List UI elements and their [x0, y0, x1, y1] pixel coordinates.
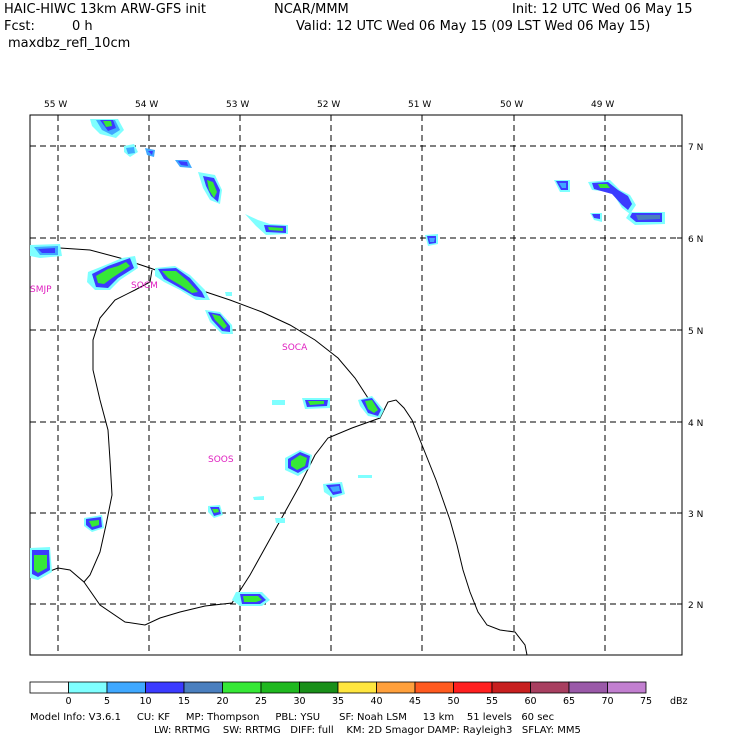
- lon-label: 54 W: [135, 100, 158, 110]
- colorbar-swatch: [530, 681, 570, 694]
- colorbar-tick-label: 70: [601, 696, 613, 707]
- model-title: HAIC-HIWC 13km ARW-GFS init: [4, 2, 206, 17]
- lat-label: 7 N: [688, 143, 703, 153]
- lat-label: 3 N: [688, 510, 703, 520]
- colorbar-swatch: [145, 681, 185, 694]
- colorbar-tick-label: 25: [255, 696, 267, 707]
- colorbar-swatch: [607, 681, 647, 694]
- colorbar-tick-label: 65: [563, 696, 575, 707]
- lon-label: 49 W: [591, 100, 614, 110]
- colorbar-swatch: [453, 681, 493, 694]
- fcst-label: Fcst:: [4, 19, 35, 34]
- colorbar-swatch: [299, 681, 339, 694]
- lon-label: 52 W: [317, 100, 340, 110]
- colorbar-tick-label: 0: [65, 696, 71, 707]
- lat-label: 2 N: [688, 601, 703, 611]
- agency-label: NCAR/MMM: [274, 2, 349, 17]
- colorbar-swatch: [106, 681, 146, 694]
- colorbar-tick-label: 20: [216, 696, 228, 707]
- lon-label: 50 W: [500, 100, 523, 110]
- colorbar-swatch: [68, 681, 108, 694]
- colorbar-swatch: [568, 681, 608, 694]
- colorbar-tick-label: 35: [332, 696, 344, 707]
- colorbar-tick-label: 15: [178, 696, 190, 707]
- fcst-value: 0 h: [72, 19, 93, 34]
- lat-label: 4 N: [688, 419, 703, 429]
- physics-info-line: LW: RRTMG SW: RRTMG DIFF: full KM: 2D Sm…: [154, 725, 581, 736]
- station-labels: SMJP SOCM SOCA SOOS: [30, 281, 308, 465]
- init-time: Init: 12 UTC Wed 06 May 15: [512, 2, 693, 17]
- lon-label: 55 W: [44, 100, 67, 110]
- colorbar-swatch: [376, 681, 416, 694]
- colorbar: 0 5 10 15 20 25 30 35 40 45 50 55 60 65 70 75 dBz: [29, 681, 688, 707]
- station-soos: SOOS: [208, 455, 234, 465]
- colorbar-tick-label: 45: [409, 696, 421, 707]
- colorbar-swatch: [29, 681, 69, 694]
- colorbar-swatch: [260, 681, 300, 694]
- colorbar-swatch: [491, 681, 531, 694]
- station-socm: SOCM: [131, 281, 158, 291]
- colorbar-tick-label: 40: [370, 696, 382, 707]
- country-borders: [29, 269, 381, 626]
- model-info-line: Model Info: V3.6.1 CU: KF MP: Thompson P…: [30, 712, 555, 723]
- colorbar-swatch: [337, 681, 377, 694]
- lat-label: 5 N: [688, 327, 703, 337]
- lat-label: 6 N: [688, 235, 703, 245]
- colorbar-tick-label: 55: [486, 696, 498, 707]
- colorbar-tick-label: 10: [139, 696, 151, 707]
- lon-label: 53 W: [226, 100, 249, 110]
- colorbar-tick-label: 60: [524, 696, 536, 707]
- right-ticks: [677, 145, 682, 605]
- map-frame: [29, 114, 683, 656]
- station-smjp: SMJP: [30, 285, 52, 295]
- lon-labels: 55 W 54 W 53 W 52 W 51 W 50 W 49 W: [44, 100, 614, 110]
- colorbar-swatch: [222, 681, 262, 694]
- lon-label: 51 W: [408, 100, 431, 110]
- field-name: maxdbz_refl_10cm: [8, 36, 131, 51]
- colorbar-unit: dBz: [670, 696, 688, 707]
- colorbar-swatch: [183, 681, 223, 694]
- station-soca: SOCA: [282, 343, 308, 353]
- colorbar-tick-label: 5: [104, 696, 110, 707]
- colorbar-tick-label: 75: [640, 696, 652, 707]
- lat-lon-grid: [30, 115, 682, 655]
- reflectivity-cells: [30, 119, 665, 606]
- lat-labels: 7 N 6 N 5 N 4 N 3 N 2 N: [688, 143, 703, 611]
- valid-time: Valid: 12 UTC Wed 06 May 15 (09 LST Wed …: [296, 19, 651, 34]
- colorbar-swatch: [414, 681, 454, 694]
- colorbar-tick-label: 50: [447, 696, 459, 707]
- colorbar-tick-label: 30: [293, 696, 305, 707]
